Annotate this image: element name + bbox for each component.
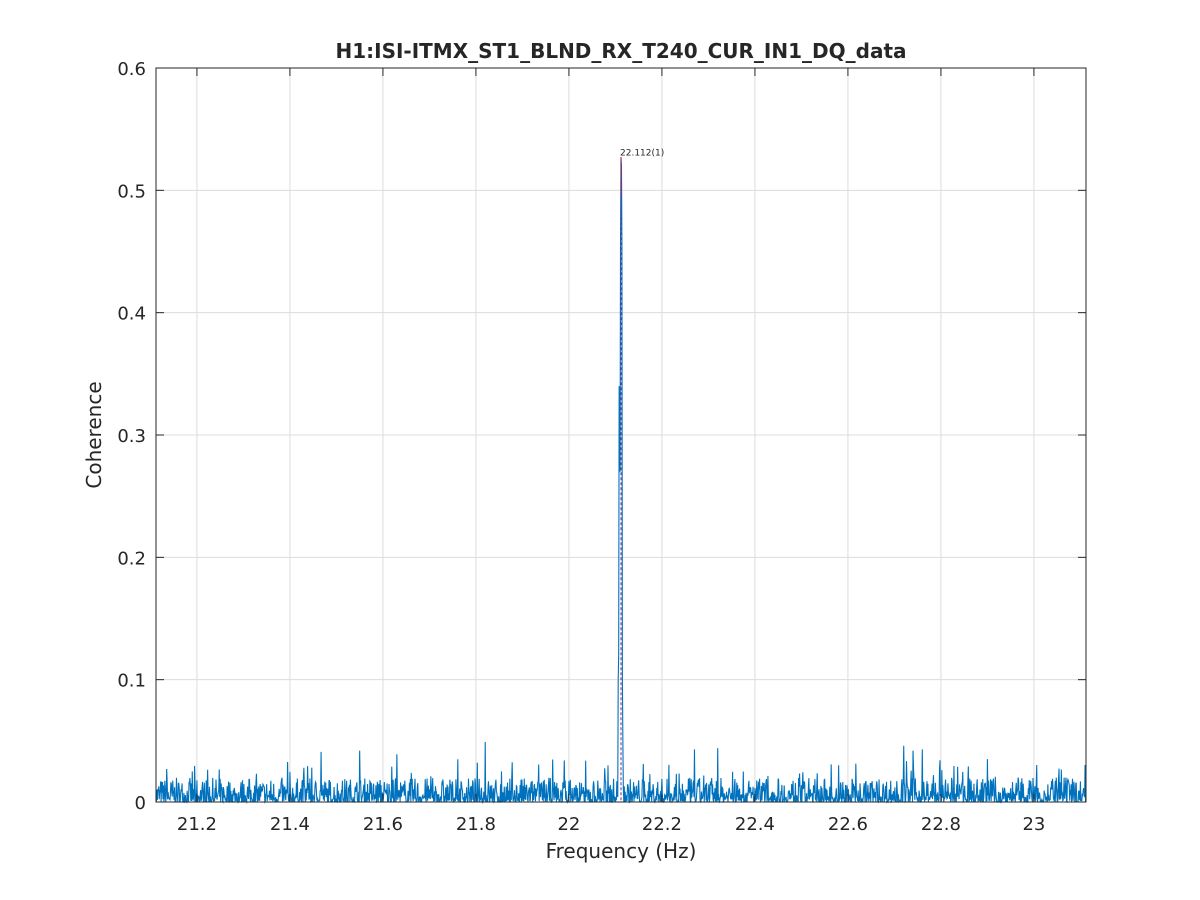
y-tick-label: 0.1 xyxy=(117,671,146,692)
y-tick-label: 0.2 xyxy=(117,548,146,569)
x-axis-label: Frequency (Hz) xyxy=(546,839,697,863)
y-tick-label: 0.6 xyxy=(117,59,146,80)
chart-title: H1:ISI-ITMX_ST1_BLND_RX_T240_CUR_IN1_DQ_… xyxy=(335,39,906,63)
x-tick-label: 21.6 xyxy=(363,814,403,835)
peak-annotation: 22.112(1) xyxy=(620,148,664,802)
x-tick-label: 22.2 xyxy=(642,814,682,835)
x-tick-label: 21.4 xyxy=(270,814,310,835)
x-tick-label: 21.8 xyxy=(456,814,496,835)
y-tick-label: 0.3 xyxy=(117,426,146,447)
x-tick-label: 23 xyxy=(1022,814,1045,835)
x-tick-label: 22.8 xyxy=(921,814,961,835)
y-tick-label: 0.4 xyxy=(117,304,146,325)
x-tick-label: 22.4 xyxy=(735,814,775,835)
y-tick-label: 0.5 xyxy=(117,181,146,202)
x-tick-label: 22.6 xyxy=(828,814,868,835)
y-axis-label: Coherence xyxy=(82,381,106,488)
axis-ticks: 21.2 21.4 21.6 21.8 22 22.2 22.4 22.6 22.8 23 0 0.1… xyxy=(117,59,1086,835)
y-tick-label: 0 xyxy=(135,793,146,814)
x-tick-label: 21.2 xyxy=(177,814,217,835)
peak-label: 22.112(1) xyxy=(620,148,664,158)
x-tick-label: 22 xyxy=(557,814,580,835)
